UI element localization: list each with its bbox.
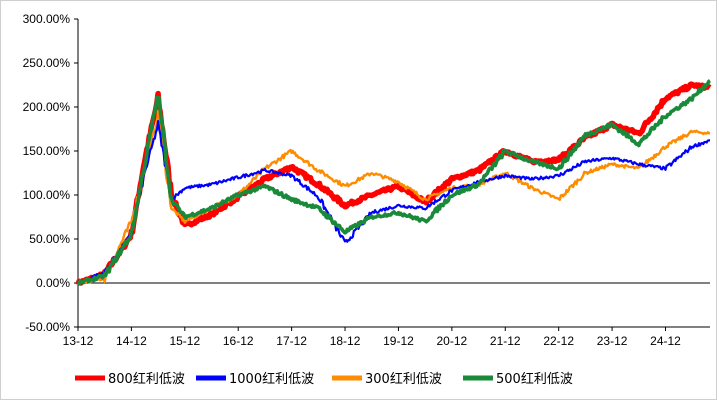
legend-label: 1000红利低波 — [229, 371, 314, 387]
y-tick-label: 150.00% — [23, 144, 71, 158]
x-axis: 13-12 14-12 15-12 16-12 17-12 18-12 19-12 20-12… — [63, 282, 710, 348]
x-tick-label: 16-12 — [223, 334, 254, 348]
x-tick-label: 19-12 — [383, 334, 414, 348]
y-tick-label: 200.00% — [23, 100, 71, 114]
x-tick-label: 22-12 — [543, 334, 574, 348]
legend-label: 500红利低波 — [496, 371, 573, 387]
x-tick-label: 17-12 — [276, 334, 307, 348]
y-tick-label: 50.00% — [29, 232, 70, 246]
x-tick-label: 21-12 — [490, 334, 521, 348]
y-tick-label: 250.00% — [23, 56, 71, 70]
x-tick-label: 24-12 — [650, 334, 681, 348]
series-line-2 — [77, 120, 710, 285]
y-tick-label: 0.00% — [36, 276, 70, 290]
legend-label: 800红利低波 — [108, 371, 185, 387]
y-tick-label: -50.00% — [25, 320, 70, 334]
y-axis: -50.00% 0.00% 50.00% 100.00% 150.00% 200.00% 2… — [23, 12, 79, 334]
x-tick-label: 15-12 — [169, 334, 200, 348]
x-tick-label: 18-12 — [330, 334, 361, 348]
x-tick-label: 23-12 — [597, 334, 628, 348]
series-line-1 — [75, 81, 712, 286]
x-tick-label: 20-12 — [437, 334, 468, 348]
series-lines — [75, 79, 712, 286]
series-line-4 — [76, 79, 711, 286]
y-tick-label: 100.00% — [23, 188, 71, 202]
series-line-3 — [76, 109, 711, 286]
y-tick-label: 300.00% — [23, 12, 71, 26]
legend-label: 300红利低波 — [365, 371, 442, 387]
legend: 800红利低波 1000红利低波 300红利低波 500红利低波 — [75, 371, 573, 387]
x-tick-label: 14-12 — [116, 334, 147, 348]
x-tick-label: 13-12 — [63, 334, 94, 348]
